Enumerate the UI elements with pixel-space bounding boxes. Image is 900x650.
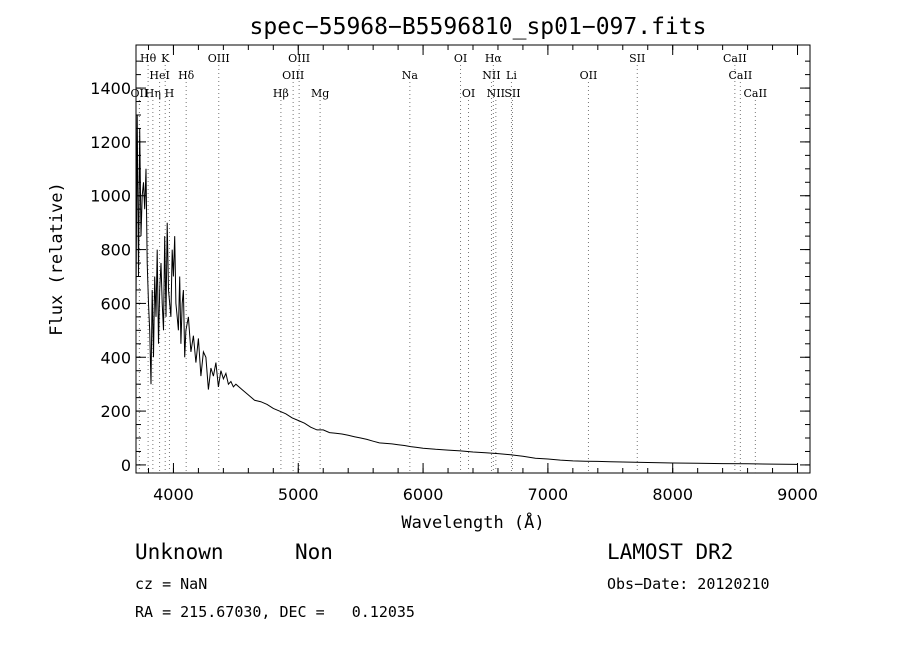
y-axis-label: Flux (relative)	[47, 182, 67, 336]
y-tick-label: 0	[121, 456, 131, 475]
x-tick-label: 8000	[652, 485, 693, 504]
line-label: NII	[482, 69, 500, 82]
object-class: Unknown	[135, 540, 224, 564]
line-label: Mg	[311, 87, 329, 100]
ra-dec-readout: RA = 215.67030, DEC = 0.12035	[135, 603, 415, 621]
line-label: OIII	[208, 52, 230, 65]
line-label: Na	[402, 69, 419, 82]
x-tick-label: 6000	[403, 485, 444, 504]
y-tick-label: 400	[100, 348, 131, 367]
line-label: K	[161, 52, 170, 65]
y-tick-label: 1000	[90, 187, 131, 206]
line-label: NII	[487, 87, 505, 100]
x-tick-label: 9000	[777, 485, 818, 504]
line-label: Li	[506, 69, 517, 82]
line-label: OIII	[282, 69, 304, 82]
plot-frame	[135, 44, 811, 474]
line-label: Hδ	[178, 69, 195, 82]
y-tick-label: 600	[100, 294, 131, 313]
x-axis-label: Wavelength (Å)	[401, 511, 544, 533]
line-label: SII	[504, 87, 520, 100]
line-label: HeI	[149, 69, 169, 82]
line-label: H	[165, 87, 175, 100]
cz-readout: cz = NaN	[135, 575, 208, 593]
line-label: Hη	[145, 87, 161, 100]
line-label: OI	[454, 52, 467, 65]
x-tick-label: 5000	[278, 485, 319, 504]
y-tick-label: 1400	[90, 79, 131, 98]
survey-label: LAMOST DR2	[607, 540, 734, 564]
line-label: Hβ	[273, 87, 289, 100]
line-label: OII	[580, 69, 598, 82]
line-label: OI	[462, 87, 475, 100]
y-tick-label: 800	[100, 241, 131, 260]
chart-title: spec−55968−B5596810_sp01−097.fits	[250, 14, 707, 40]
x-tick-label: 4000	[153, 485, 194, 504]
line-label: Hα	[485, 52, 503, 65]
line-label: OII	[131, 87, 149, 100]
line-label: Hθ	[140, 52, 157, 65]
y-tick-label: 200	[100, 402, 131, 421]
x-tick-label: 7000	[528, 485, 569, 504]
line-label: OIII	[288, 52, 310, 65]
line-label: CaII	[743, 87, 767, 100]
y-tick-label: 1200	[90, 133, 131, 152]
line-label: CaII	[729, 69, 753, 82]
object-subclass: Non	[295, 540, 333, 564]
spectrum-trace	[135, 114, 798, 465]
line-label: CaII	[723, 52, 747, 65]
obs-date: Obs−Date: 20120210	[607, 575, 770, 593]
line-label: SII	[629, 52, 645, 65]
